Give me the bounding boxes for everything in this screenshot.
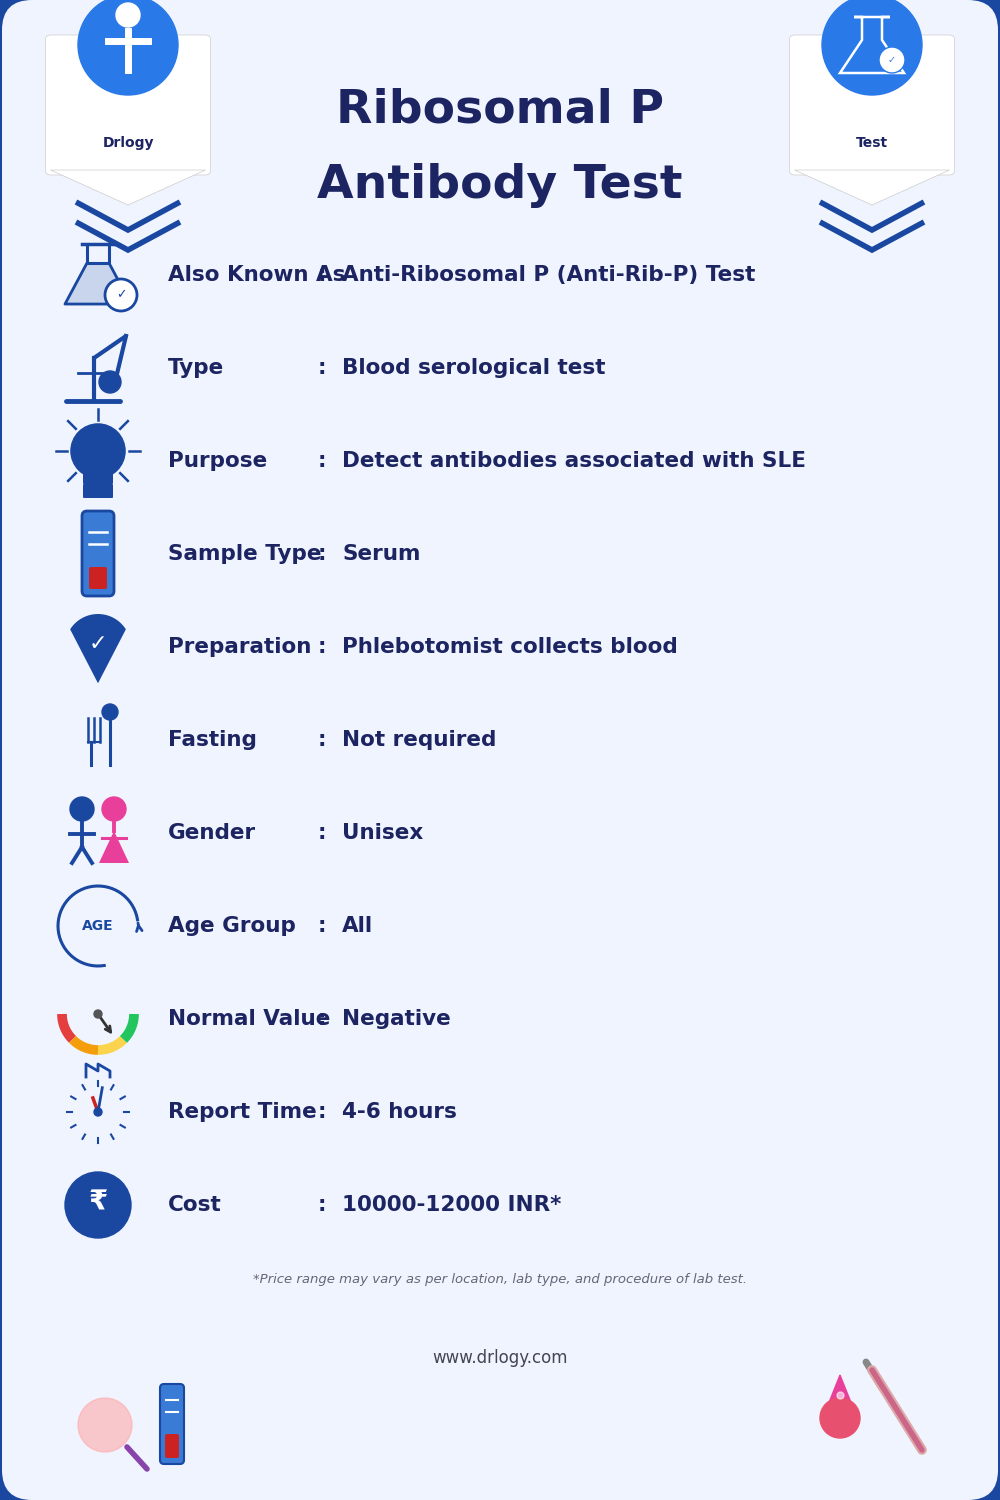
Text: :: :: [318, 544, 326, 564]
Text: Ribosomal P: Ribosomal P: [336, 87, 664, 132]
Text: :: :: [318, 638, 326, 657]
FancyBboxPatch shape: [89, 567, 107, 590]
Text: Sample Type: Sample Type: [168, 544, 322, 564]
Text: Cost: Cost: [168, 1196, 222, 1215]
FancyBboxPatch shape: [83, 470, 113, 484]
Text: :: :: [318, 1102, 326, 1122]
Polygon shape: [99, 831, 129, 862]
Polygon shape: [822, 1376, 858, 1420]
Text: ₹: ₹: [88, 1190, 108, 1216]
Text: Age Group: Age Group: [168, 916, 296, 936]
Circle shape: [99, 370, 121, 393]
FancyBboxPatch shape: [83, 484, 113, 498]
Circle shape: [71, 424, 125, 478]
Text: Test: Test: [856, 136, 888, 150]
Circle shape: [78, 0, 178, 94]
Text: ✓: ✓: [116, 288, 126, 302]
Text: ✓: ✓: [89, 634, 107, 654]
Text: Phlebotomist collects blood: Phlebotomist collects blood: [342, 638, 678, 657]
FancyBboxPatch shape: [46, 34, 210, 176]
FancyBboxPatch shape: [165, 1434, 179, 1458]
Text: :: :: [318, 916, 326, 936]
Circle shape: [70, 796, 94, 820]
Text: Report Time: Report Time: [168, 1102, 317, 1122]
Text: Fasting: Fasting: [168, 730, 257, 750]
Polygon shape: [50, 170, 206, 206]
Circle shape: [102, 704, 118, 720]
FancyBboxPatch shape: [790, 34, 954, 176]
Text: :: :: [318, 824, 326, 843]
Text: Not required: Not required: [342, 730, 496, 750]
Text: Type: Type: [168, 358, 224, 378]
Circle shape: [820, 1398, 860, 1438]
FancyBboxPatch shape: [160, 1384, 184, 1464]
Text: Detect antibodies associated with SLE: Detect antibodies associated with SLE: [342, 452, 806, 471]
Circle shape: [94, 1010, 102, 1019]
Polygon shape: [65, 262, 131, 305]
Text: Negative: Negative: [342, 1010, 451, 1029]
Circle shape: [94, 1108, 102, 1116]
Text: Gender: Gender: [168, 824, 256, 843]
Text: :: :: [318, 730, 326, 750]
Circle shape: [105, 279, 137, 310]
Text: Drlogy: Drlogy: [102, 136, 154, 150]
Text: *Price range may vary as per location, lab type, and procedure of lab test.: *Price range may vary as per location, l…: [253, 1274, 747, 1287]
FancyBboxPatch shape: [82, 512, 114, 596]
Text: :: :: [318, 1010, 326, 1029]
Text: AGE: AGE: [82, 920, 114, 933]
Text: Serum: Serum: [342, 544, 420, 564]
Text: 10000-12000 INR*: 10000-12000 INR*: [342, 1196, 561, 1215]
Circle shape: [879, 46, 905, 74]
Text: Unisex: Unisex: [342, 824, 423, 843]
Circle shape: [78, 1398, 132, 1452]
Text: Blood serological test: Blood serological test: [342, 358, 606, 378]
Circle shape: [822, 0, 922, 94]
Text: Antibody Test: Antibody Test: [317, 162, 683, 207]
Text: :: :: [318, 358, 326, 378]
Text: :: :: [318, 266, 326, 285]
Polygon shape: [70, 614, 126, 684]
Text: Also Known As: Also Known As: [168, 266, 346, 285]
Text: Normal Value: Normal Value: [168, 1010, 330, 1029]
Text: :: :: [318, 1196, 326, 1215]
Circle shape: [102, 796, 126, 820]
Circle shape: [65, 1172, 131, 1238]
Text: All: All: [342, 916, 373, 936]
Text: Purpose: Purpose: [168, 452, 267, 471]
Text: Anti-Ribosomal P (Anti-Rib-P) Test: Anti-Ribosomal P (Anti-Rib-P) Test: [342, 266, 755, 285]
Circle shape: [116, 3, 140, 27]
Text: ✓: ✓: [888, 56, 896, 64]
Text: www.drlogy.com: www.drlogy.com: [432, 1348, 568, 1366]
Polygon shape: [794, 170, 950, 206]
Text: :: :: [318, 452, 326, 471]
Text: Preparation: Preparation: [168, 638, 311, 657]
Text: 4-6 hours: 4-6 hours: [342, 1102, 457, 1122]
